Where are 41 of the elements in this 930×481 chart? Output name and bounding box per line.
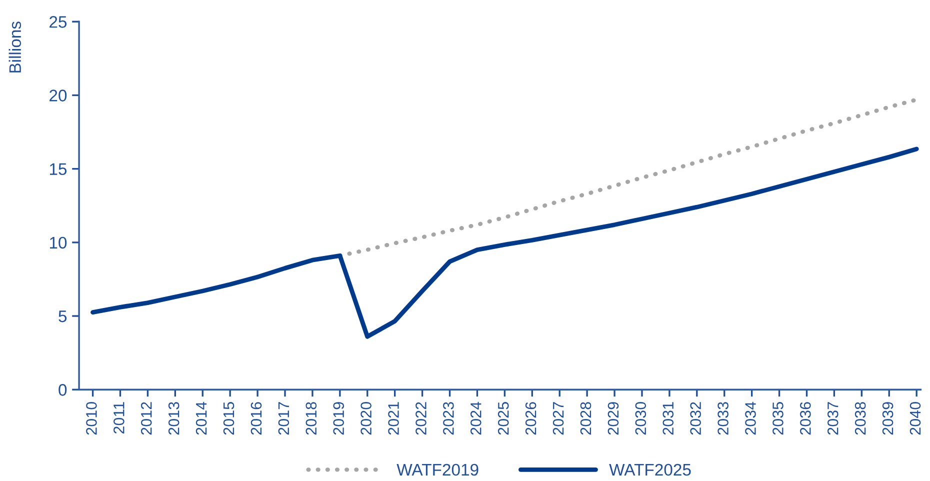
x-tick-label: 2033 — [718, 402, 728, 435]
x-tick-label: 2027 — [552, 402, 564, 435]
x-tick-label: 2014 — [196, 402, 207, 435]
x-tick-label: 2024 — [470, 402, 482, 435]
x-tick-label: 2032 — [690, 402, 701, 435]
x-tick-label: 2029 — [608, 402, 619, 435]
legend-label: WATF2025 — [609, 464, 691, 476]
x-tick-label: 2019 — [333, 402, 344, 435]
x-tick-label: 2015 — [223, 402, 234, 435]
y-tick-label: 20 — [50, 90, 67, 102]
x-tick-label: 2038 — [854, 402, 866, 435]
x-tick-label: 2025 — [498, 402, 509, 435]
x-tick-label: 2039 — [882, 402, 894, 435]
x-tick-label: 2040 — [910, 402, 921, 435]
x-tick-label: 2036 — [800, 402, 811, 435]
x-tick-label: 2022 — [416, 402, 426, 435]
x-tick-label: 2031 — [662, 402, 674, 435]
y-tick-label: 25 — [50, 16, 67, 28]
x-tick-label: 2021 — [388, 402, 399, 435]
line-series — [90, 146, 919, 339]
x-tick-label: 2026 — [525, 402, 536, 435]
y-axis-title: Billions — [8, 22, 22, 72]
x-tick-label: 2028 — [580, 402, 592, 435]
x-tick-label: 2010 — [86, 402, 97, 435]
x-tick-label: 2013 — [168, 402, 180, 435]
y-tick-label: 5 — [58, 310, 67, 322]
y-tick-label: 0 — [58, 384, 67, 396]
x-tick-label: 2035 — [772, 402, 784, 435]
x-tick-label: 2016 — [250, 402, 262, 435]
y-tick-label: 15 — [50, 163, 67, 176]
y-tick-label: 10 — [50, 236, 67, 249]
x-tick-label: 2011 — [114, 402, 124, 434]
x-tick-label: 2018 — [306, 402, 317, 435]
x-tick-label: 2020 — [360, 402, 372, 435]
legend-label: WATF2019 — [396, 464, 478, 476]
x-tick-label: 2037 — [827, 402, 838, 435]
x-tick-label: 2023 — [443, 402, 454, 435]
x-tick-label: 2017 — [278, 402, 290, 435]
x-tick-label: 2030 — [635, 402, 646, 435]
x-tick-label: 2012 — [140, 402, 152, 435]
x-tick-label: 2034 — [745, 402, 756, 435]
